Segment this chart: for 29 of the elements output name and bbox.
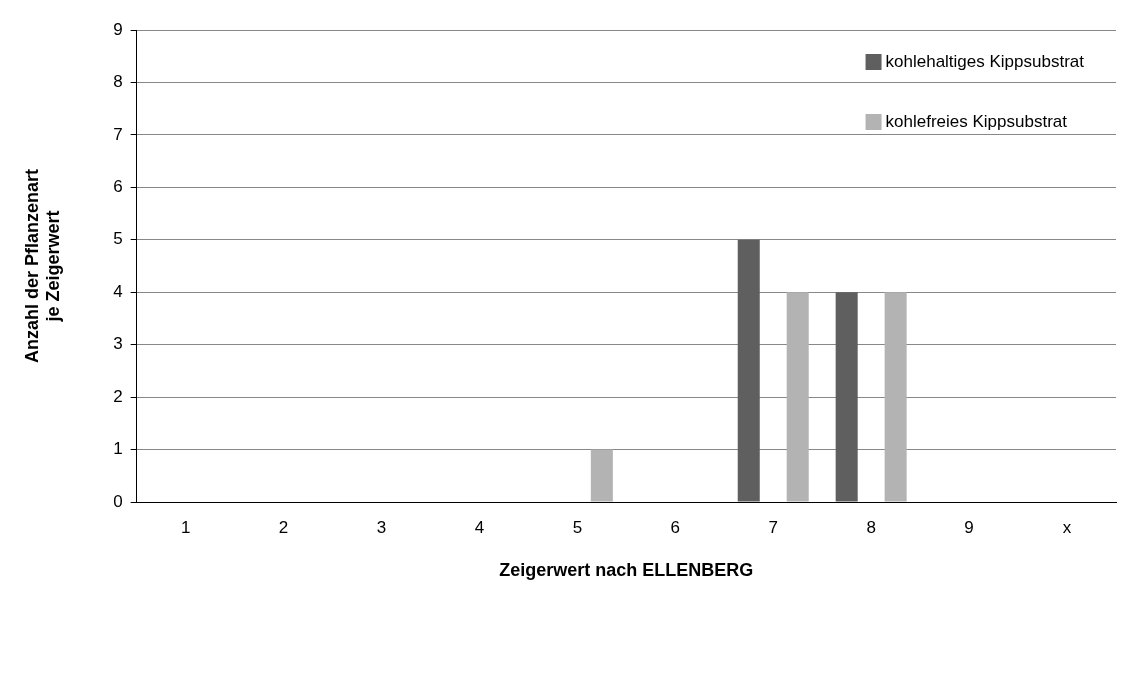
x-tick-label: 4 (474, 517, 485, 537)
y-tick-label: 5 (113, 229, 123, 249)
legend-label: kohlehaltiges Kippsubstrat (885, 51, 1085, 71)
x-tick-label: 1 (180, 517, 191, 537)
bar (786, 292, 809, 502)
x-tick-label: 8 (866, 517, 876, 537)
y-tick-label: 6 (113, 177, 123, 197)
x-tick-label: 5 (572, 517, 583, 537)
y-tick-label: 7 (113, 124, 123, 144)
bar (737, 239, 760, 502)
x-tick-label: 3 (376, 517, 387, 537)
x-tick-label: x (1062, 517, 1072, 537)
bar (590, 449, 613, 502)
y-tick-label: 3 (113, 334, 123, 354)
x-axis-title: Zeigerwert nach ELLENBERG (499, 560, 754, 581)
x-tick-label: 6 (670, 517, 681, 537)
y-tick-label: 9 (113, 19, 123, 39)
x-tick-label: 9 (964, 517, 974, 537)
x-tick-label: 7 (768, 517, 778, 537)
y-tick-label: 8 (113, 72, 123, 92)
y-axis-title: Anzahl der Pflanzenart je Zeigerwert (21, 168, 64, 364)
bar (884, 292, 907, 502)
y-tick-label: 2 (113, 386, 123, 406)
y-tick-label: 0 (113, 491, 123, 511)
x-tick-label: 2 (278, 517, 289, 537)
y-tick-label: 4 (113, 281, 123, 301)
bar (835, 292, 858, 502)
y-tick-label: 1 (113, 439, 123, 459)
legend-label: kohlefreies Kippsubstrat (885, 111, 1068, 131)
